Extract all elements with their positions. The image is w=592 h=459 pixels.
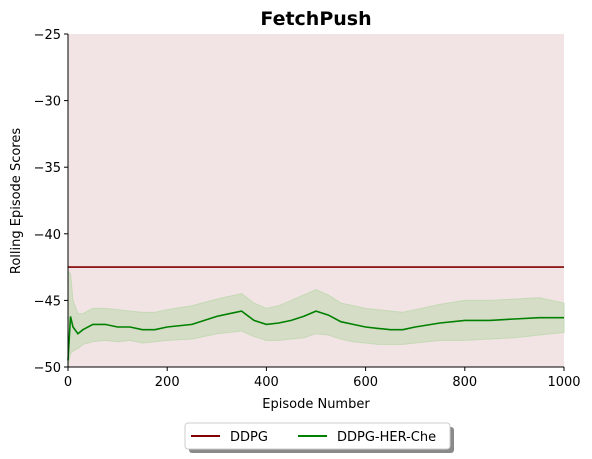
x-tick-label: 200 (155, 375, 180, 390)
legend-label-ddpg: DDPG (230, 430, 268, 445)
x-ticks: 0 200 400 600 800 1000 (64, 367, 581, 390)
y-tick-label: −30 (34, 95, 61, 110)
x-tick-label: 1000 (547, 375, 580, 390)
y-tick-label: −35 (34, 161, 61, 176)
y-tick-label: −25 (34, 28, 61, 43)
legend: DDPG DDPG-HER-Che (184, 422, 454, 453)
y-tick-label: −45 (34, 294, 61, 309)
x-tick-label: 0 (64, 375, 72, 390)
x-tick-label: 800 (452, 375, 477, 390)
x-axis-label: Episode Number (262, 397, 370, 412)
x-tick-label: 400 (254, 375, 279, 390)
y-ticks: −25 −30 −35 −40 −45 −50 (34, 28, 68, 376)
axes-layer (67, 34, 564, 368)
y-tick-label: −50 (34, 361, 61, 376)
y-axis-label: Rolling Episode Scores (9, 128, 24, 274)
y-tick-label: −40 (34, 228, 61, 243)
legend-label-ddpg-her-che: DDPG-HER-Che (337, 430, 436, 445)
x-tick-label: 600 (353, 375, 378, 390)
series-line-ddpg-her-che (67, 310, 564, 361)
series-layer (67, 266, 565, 368)
chart-title: FetchPush (260, 8, 371, 30)
series-band-ddpg-her-che (67, 269, 565, 368)
